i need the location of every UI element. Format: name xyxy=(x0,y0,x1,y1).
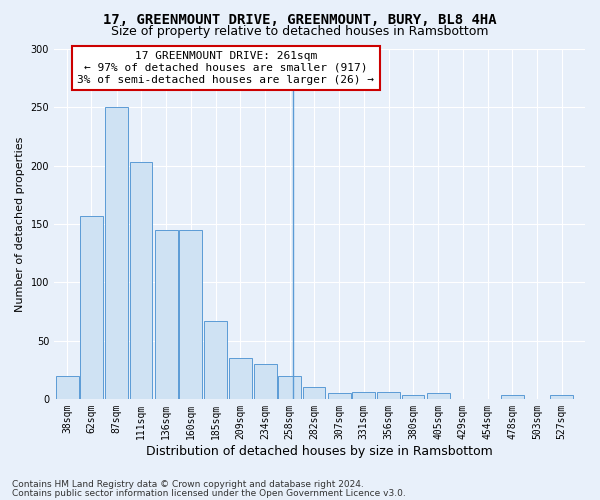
Bar xyxy=(155,230,178,399)
X-axis label: Distribution of detached houses by size in Ramsbottom: Distribution of detached houses by size … xyxy=(146,444,493,458)
Bar xyxy=(278,376,301,399)
Text: Size of property relative to detached houses in Ramsbottom: Size of property relative to detached ho… xyxy=(111,25,489,38)
Text: Contains public sector information licensed under the Open Government Licence v3: Contains public sector information licen… xyxy=(12,488,406,498)
Text: Contains HM Land Registry data © Crown copyright and database right 2024.: Contains HM Land Registry data © Crown c… xyxy=(12,480,364,489)
Bar xyxy=(328,393,350,399)
Bar xyxy=(501,396,524,399)
Text: 17, GREENMOUNT DRIVE, GREENMOUNT, BURY, BL8 4HA: 17, GREENMOUNT DRIVE, GREENMOUNT, BURY, … xyxy=(103,12,497,26)
Bar xyxy=(550,396,573,399)
Bar xyxy=(401,396,424,399)
Bar xyxy=(106,108,128,399)
Bar xyxy=(377,392,400,399)
Bar xyxy=(205,320,227,399)
Bar xyxy=(302,387,325,399)
Bar xyxy=(56,376,79,399)
Bar xyxy=(229,358,251,399)
Bar xyxy=(179,230,202,399)
Text: 17 GREENMOUNT DRIVE: 261sqm
← 97% of detached houses are smaller (917)
3% of sem: 17 GREENMOUNT DRIVE: 261sqm ← 97% of det… xyxy=(77,52,374,84)
Bar xyxy=(352,392,375,399)
Bar xyxy=(130,162,152,399)
Bar xyxy=(80,216,103,399)
Bar xyxy=(254,364,277,399)
Y-axis label: Number of detached properties: Number of detached properties xyxy=(15,136,25,312)
Bar xyxy=(427,393,450,399)
